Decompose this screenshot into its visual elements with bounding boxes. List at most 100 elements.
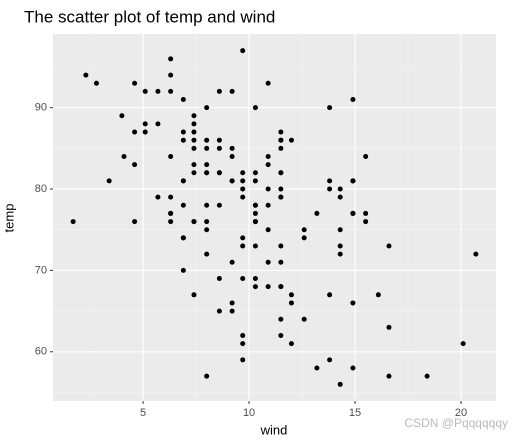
point <box>265 80 271 86</box>
point <box>337 243 343 249</box>
point <box>288 292 294 298</box>
point <box>229 88 235 94</box>
point <box>204 227 210 233</box>
point <box>204 137 210 143</box>
point <box>155 194 161 200</box>
point <box>204 145 210 151</box>
point <box>252 202 258 208</box>
point <box>168 210 174 216</box>
point <box>132 219 138 225</box>
point <box>119 113 125 119</box>
point <box>240 276 246 282</box>
point <box>337 227 343 233</box>
point <box>265 227 271 233</box>
point <box>386 243 392 249</box>
point <box>204 105 210 111</box>
point <box>386 373 392 379</box>
point <box>337 251 343 257</box>
point <box>204 373 210 379</box>
point <box>327 105 333 111</box>
point <box>229 153 235 159</box>
point <box>278 243 284 249</box>
point <box>265 284 271 290</box>
point <box>168 219 174 225</box>
point <box>204 170 210 176</box>
point <box>301 227 307 233</box>
point <box>106 178 112 184</box>
point <box>350 97 356 103</box>
point <box>278 145 284 151</box>
point <box>204 202 210 208</box>
point <box>240 332 246 338</box>
point <box>265 153 271 159</box>
x-axis-label: wind <box>260 422 288 437</box>
y-tick-label: 80 <box>35 183 47 195</box>
point <box>424 373 430 379</box>
point <box>460 341 466 347</box>
point <box>301 316 307 322</box>
point <box>204 162 210 168</box>
point <box>142 88 148 94</box>
point <box>216 308 222 314</box>
point <box>93 80 99 86</box>
point <box>216 137 222 143</box>
point <box>240 48 246 54</box>
point <box>155 121 161 127</box>
point <box>180 178 186 184</box>
point <box>278 137 284 143</box>
point <box>265 162 271 168</box>
point <box>252 105 258 111</box>
point <box>168 88 174 94</box>
x-tick-label: 15 <box>349 407 361 419</box>
point <box>180 267 186 273</box>
point <box>142 121 148 127</box>
point <box>216 145 222 151</box>
point <box>252 276 258 282</box>
point <box>278 129 284 135</box>
point <box>180 235 186 241</box>
point <box>83 72 89 78</box>
point <box>386 324 392 330</box>
point <box>216 202 222 208</box>
point <box>363 210 369 216</box>
point <box>229 178 235 184</box>
point <box>132 129 138 135</box>
point <box>191 113 197 119</box>
point <box>278 170 284 176</box>
point <box>240 170 246 176</box>
point <box>327 186 333 192</box>
x-tick-label: 20 <box>455 407 467 419</box>
point <box>265 259 271 265</box>
point <box>252 219 258 225</box>
point <box>350 365 356 371</box>
point <box>229 300 235 306</box>
point <box>168 153 174 159</box>
point <box>240 243 246 249</box>
point <box>229 308 235 314</box>
point <box>240 186 246 192</box>
point <box>240 178 246 184</box>
point <box>327 292 333 298</box>
point <box>216 276 222 282</box>
point <box>191 162 197 168</box>
point <box>473 251 479 257</box>
point <box>375 292 381 298</box>
point <box>278 194 284 200</box>
point <box>314 365 320 371</box>
point <box>278 259 284 265</box>
point <box>278 332 284 338</box>
panel <box>53 34 496 401</box>
point <box>180 97 186 103</box>
point <box>132 80 138 86</box>
point <box>204 219 210 225</box>
point <box>350 178 356 184</box>
y-tick-label: 70 <box>35 264 47 276</box>
point <box>301 235 307 241</box>
point <box>265 186 271 192</box>
point <box>327 178 333 184</box>
point <box>337 186 343 192</box>
point <box>337 194 343 200</box>
point <box>363 219 369 225</box>
point <box>252 284 258 290</box>
